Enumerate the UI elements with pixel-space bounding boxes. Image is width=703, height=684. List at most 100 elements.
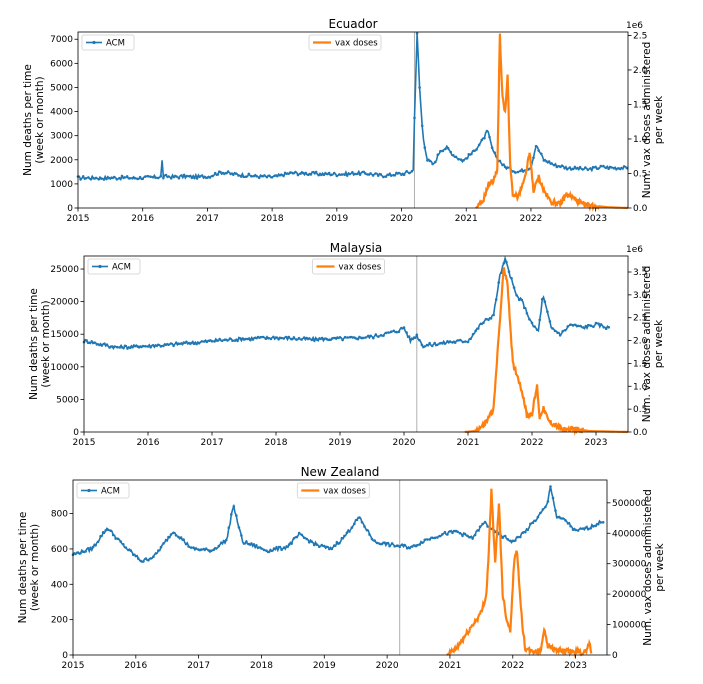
y2-axis-label-line: per week [653, 95, 665, 144]
acm-point [309, 173, 313, 176]
acm-point [589, 167, 592, 170]
acm-point [182, 173, 186, 177]
acm-point [400, 173, 403, 176]
acm-point [345, 531, 349, 535]
acm-point [255, 544, 258, 547]
acm-point [313, 339, 316, 342]
acm-point [549, 485, 552, 488]
acm-point [607, 167, 610, 170]
y2-tick-label: 0.0 [633, 204, 648, 214]
acm-point [494, 298, 498, 301]
acm-point [457, 158, 460, 161]
acm-point [359, 336, 362, 339]
acm-point [275, 546, 278, 549]
x-tick-label: 2021 [457, 438, 480, 448]
acm-point [187, 341, 191, 345]
acm-point [395, 330, 398, 334]
acm-point [136, 345, 140, 348]
acm-markers [76, 32, 628, 181]
acm-point [252, 174, 256, 178]
acm-point [599, 164, 603, 168]
acm-point [564, 328, 567, 332]
acm-point [571, 528, 575, 531]
acm-point [202, 547, 205, 551]
acm-point [489, 317, 493, 320]
acm-point [341, 338, 344, 342]
acm-point [356, 337, 360, 341]
x-tick-label: 2022 [521, 438, 544, 448]
acm-point [592, 325, 595, 329]
acm-point [126, 347, 129, 350]
acm-point [365, 528, 369, 532]
acm-point [444, 147, 447, 151]
acm-point [193, 176, 196, 180]
acm-point [328, 547, 331, 551]
acm-point [517, 298, 521, 302]
chart-panel-1: Ecuador 2015 2016 2017 2018 2019 2020 2021 2022 2… [22, 17, 665, 224]
acm-point [405, 547, 409, 550]
acm-point [594, 165, 597, 169]
acm-point [162, 542, 165, 545]
acm-point [133, 344, 137, 348]
acm-point [210, 340, 214, 343]
acm-point [502, 262, 506, 265]
y-tick-label: 10000 [50, 363, 79, 373]
acm-point [560, 164, 564, 167]
acm-point [268, 174, 271, 178]
acm-point [198, 175, 201, 178]
acm-point [208, 339, 211, 343]
acm-point [371, 174, 375, 177]
acm-point [355, 518, 359, 522]
legend-acm: ACM [76, 482, 130, 499]
chart-panel-3: New Zealand 2015 2016 2017 2018 2019 2020 2021 2… [17, 465, 666, 671]
y-axis-label-line: (week or month) [29, 524, 41, 611]
acm-point [602, 164, 605, 168]
acm-point [235, 514, 238, 517]
acm-point [512, 286, 516, 289]
acm-point [486, 525, 489, 528]
acm-point [91, 545, 95, 549]
acm-point [189, 546, 193, 549]
acm-point [180, 342, 183, 345]
acm-point [331, 337, 334, 340]
acm-point [461, 340, 465, 344]
acm-point [76, 551, 80, 554]
acm-point [433, 536, 437, 540]
acm-point [287, 335, 291, 339]
acm-point [405, 170, 409, 173]
acm-point [100, 344, 104, 347]
acm-point [565, 167, 569, 171]
acm-point [216, 173, 220, 176]
acm-point [107, 176, 111, 180]
legend-acm-label: ACM [101, 487, 120, 497]
acm-point [169, 533, 173, 536]
vax-series-line [464, 267, 628, 437]
acm-point [541, 508, 545, 511]
acm-point [468, 535, 472, 539]
acm-point [110, 176, 113, 179]
acm-point [556, 515, 560, 519]
acm-point [162, 176, 165, 179]
acm-point [156, 176, 160, 180]
acm-point [615, 168, 618, 171]
acm-point [374, 172, 377, 175]
acm-point [584, 166, 587, 169]
acm-point [540, 298, 544, 301]
acm-point [413, 544, 417, 547]
acm-point [581, 527, 585, 530]
acm-point [428, 538, 432, 541]
acm-point [571, 167, 574, 171]
acm-point [466, 534, 469, 538]
x-tick-label: 2018 [265, 438, 288, 448]
acm-point [523, 306, 526, 310]
acm-point [195, 342, 198, 346]
acm-point [164, 538, 168, 542]
chart-title: Malaysia [330, 241, 382, 255]
acm-point [295, 338, 298, 341]
acm-point [127, 548, 130, 552]
acm-point [276, 174, 279, 178]
acm-point [282, 546, 286, 549]
acm-point [251, 338, 255, 341]
acm-point [449, 150, 453, 154]
